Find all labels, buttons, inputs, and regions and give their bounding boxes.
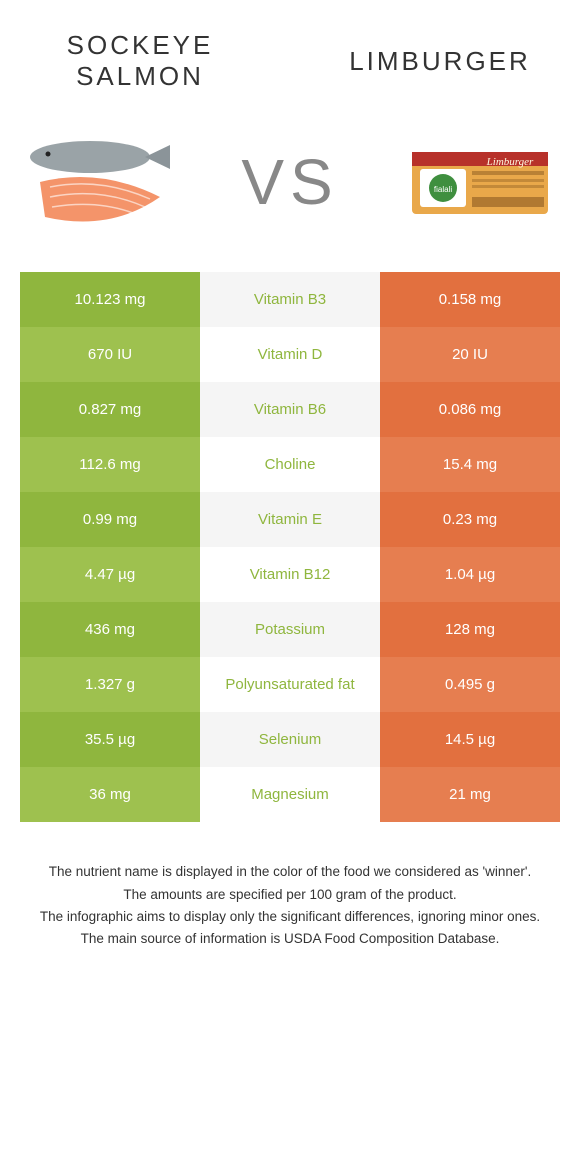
footer-line-3: The infographic aims to display only the… xyxy=(30,907,550,927)
footer-line-1: The nutrient name is displayed in the co… xyxy=(30,862,550,882)
left-value-cell: 4.47 µg xyxy=(20,547,200,602)
nutrient-name-cell: Selenium xyxy=(200,712,380,767)
header: Sockeye salmon Limburger xyxy=(0,0,580,102)
table-row: 36 mgMagnesium21 mg xyxy=(20,767,560,822)
table-row: 0.827 mgVitamin B60.086 mg xyxy=(20,382,560,437)
vs-label: VS xyxy=(241,145,338,219)
footer-line-4: The main source of information is USDA F… xyxy=(30,929,550,949)
limburger-icon: fialali Limburger xyxy=(400,127,560,237)
right-value-cell: 0.495 g xyxy=(380,657,560,712)
svg-text:Limburger: Limburger xyxy=(486,156,534,168)
footer-line-2: The amounts are specified per 100 gram o… xyxy=(30,885,550,905)
right-value-cell: 128 mg xyxy=(380,602,560,657)
nutrient-name-cell: Polyunsaturated fat xyxy=(200,657,380,712)
nutrient-comparison-table: 10.123 mgVitamin B30.158 mg670 IUVitamin… xyxy=(20,272,560,822)
right-food-title: Limburger xyxy=(340,46,540,77)
right-value-cell: 14.5 µg xyxy=(380,712,560,767)
left-value-cell: 670 IU xyxy=(20,327,200,382)
right-value-cell: 0.158 mg xyxy=(380,272,560,327)
nutrient-name-cell: Vitamin E xyxy=(200,492,380,547)
left-food-title: Sockeye salmon xyxy=(40,30,240,92)
salmon-image xyxy=(20,122,180,242)
left-value-cell: 36 mg xyxy=(20,767,200,822)
footer-notes: The nutrient name is displayed in the co… xyxy=(0,822,580,949)
salmon-icon xyxy=(20,127,180,237)
table-row: 10.123 mgVitamin B30.158 mg xyxy=(20,272,560,327)
svg-text:fialali: fialali xyxy=(434,185,452,194)
left-value-cell: 112.6 mg xyxy=(20,437,200,492)
nutrient-name-cell: Vitamin B12 xyxy=(200,547,380,602)
limburger-image: fialali Limburger xyxy=(400,122,560,242)
nutrient-name-cell: Choline xyxy=(200,437,380,492)
table-row: 35.5 µgSelenium14.5 µg xyxy=(20,712,560,767)
nutrient-name-cell: Vitamin D xyxy=(200,327,380,382)
nutrient-name-cell: Magnesium xyxy=(200,767,380,822)
table-row: 436 mgPotassium128 mg xyxy=(20,602,560,657)
left-value-cell: 436 mg xyxy=(20,602,200,657)
left-value-cell: 0.99 mg xyxy=(20,492,200,547)
table-row: 0.99 mgVitamin E0.23 mg xyxy=(20,492,560,547)
right-value-cell: 0.086 mg xyxy=(380,382,560,437)
nutrient-name-cell: Vitamin B6 xyxy=(200,382,380,437)
table-row: 4.47 µgVitamin B121.04 µg xyxy=(20,547,560,602)
left-value-cell: 1.327 g xyxy=(20,657,200,712)
table-row: 670 IUVitamin D20 IU xyxy=(20,327,560,382)
nutrient-name-cell: Vitamin B3 xyxy=(200,272,380,327)
left-value-cell: 35.5 µg xyxy=(20,712,200,767)
table-row: 112.6 mgCholine15.4 mg xyxy=(20,437,560,492)
images-row: VS fialali Limburger xyxy=(0,102,580,272)
right-value-cell: 0.23 mg xyxy=(380,492,560,547)
right-value-cell: 15.4 mg xyxy=(380,437,560,492)
right-value-cell: 20 IU xyxy=(380,327,560,382)
table-row: 1.327 gPolyunsaturated fat0.495 g xyxy=(20,657,560,712)
right-value-cell: 1.04 µg xyxy=(380,547,560,602)
right-value-cell: 21 mg xyxy=(380,767,560,822)
left-value-cell: 0.827 mg xyxy=(20,382,200,437)
left-value-cell: 10.123 mg xyxy=(20,272,200,327)
nutrient-name-cell: Potassium xyxy=(200,602,380,657)
